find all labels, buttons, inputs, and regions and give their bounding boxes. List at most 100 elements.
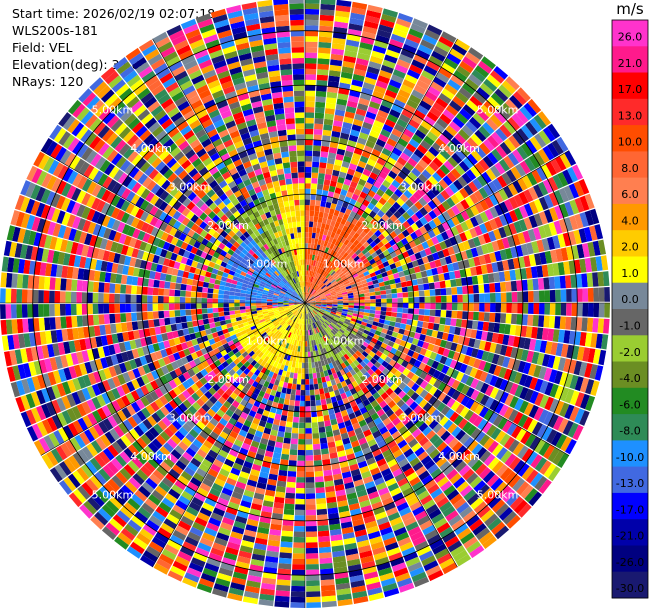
range-gate [363,329,370,335]
range-gate [311,311,316,316]
range-gate [364,292,370,297]
range-gate [404,176,414,186]
range-gate [347,215,354,223]
range-gate [406,472,418,482]
range-gate [346,241,353,248]
range-gate [489,194,499,206]
range-gate [469,193,480,205]
range-gate [314,316,318,322]
range-gate [318,41,332,49]
range-gate [310,243,315,250]
range-gate [319,354,324,361]
range-gate [474,214,484,225]
range-gate [216,379,225,388]
range-gate [310,248,314,255]
range-gate [221,463,232,473]
range-gate [338,320,344,325]
range-gate [161,365,170,375]
range-gate [560,289,567,302]
range-gate [426,60,441,72]
range-gate [356,489,368,498]
range-gate [310,282,313,288]
range-gate [299,357,303,363]
range-gate [516,481,530,496]
range-gate [131,456,144,469]
range-gate [305,90,316,97]
range-gate [320,337,325,343]
range-gate [363,234,371,242]
range-gate [527,419,538,433]
range-gate [353,188,362,196]
range-gate [295,334,299,341]
range-gate [178,426,189,437]
range-gate [332,328,338,334]
range-gate [512,477,526,492]
range-gate [349,340,356,347]
range-gate [231,321,238,327]
range-gate [322,336,327,342]
range-gate [366,486,378,495]
range-gate [333,473,343,481]
range-gate [264,316,271,321]
range-gate [309,295,314,300]
range-gate [260,437,269,445]
range-gate [348,134,359,143]
range-gate [257,371,265,379]
range-gate [302,319,305,325]
range-gate [335,260,342,267]
range-gate [455,91,469,104]
range-gate [355,377,363,385]
range-gate [20,395,31,411]
range-gate [312,227,317,233]
range-gate [338,211,345,219]
range-gate [468,412,479,424]
range-gate [269,359,276,367]
range-gate [434,281,441,289]
range-gate [404,38,420,49]
range-gate [358,245,366,252]
range-gate [408,240,417,249]
range-gate [322,277,327,283]
range-gate [324,291,331,296]
range-gate [280,415,288,422]
range-gate [282,525,294,532]
range-gate [417,124,430,136]
range-gate [124,361,133,372]
range-gate [468,257,476,268]
range-gate [76,315,83,327]
range-gate [462,104,476,117]
range-gate [390,375,399,383]
range-gate [247,357,254,364]
range-gate [331,48,344,56]
range-gate [517,177,528,191]
range-gate [120,435,132,447]
range-gate [448,183,459,194]
range-gate [319,206,325,213]
range-gate [440,310,447,318]
range-gate [55,445,68,461]
range-gate [403,189,413,199]
range-gate [210,512,223,522]
range-gate [297,312,301,318]
range-gate [569,390,580,406]
range-gate [574,213,584,229]
range-gate [388,205,397,215]
range-gate [455,371,465,382]
range-gate [280,311,286,316]
range-gate [275,408,283,415]
range-gate [70,352,79,365]
range-gate [276,316,283,321]
range-gate [376,421,386,430]
range-gate [459,108,472,121]
range-gate [392,28,408,39]
range-gate [366,10,382,19]
range-gate [453,70,468,82]
range-gate [164,317,171,326]
range-gate [41,419,53,434]
range-gate [429,106,442,118]
range-gate [320,360,326,367]
range-gate [297,455,305,461]
range-gate [400,281,408,288]
range-gate [305,299,309,303]
range-gate [225,357,233,365]
